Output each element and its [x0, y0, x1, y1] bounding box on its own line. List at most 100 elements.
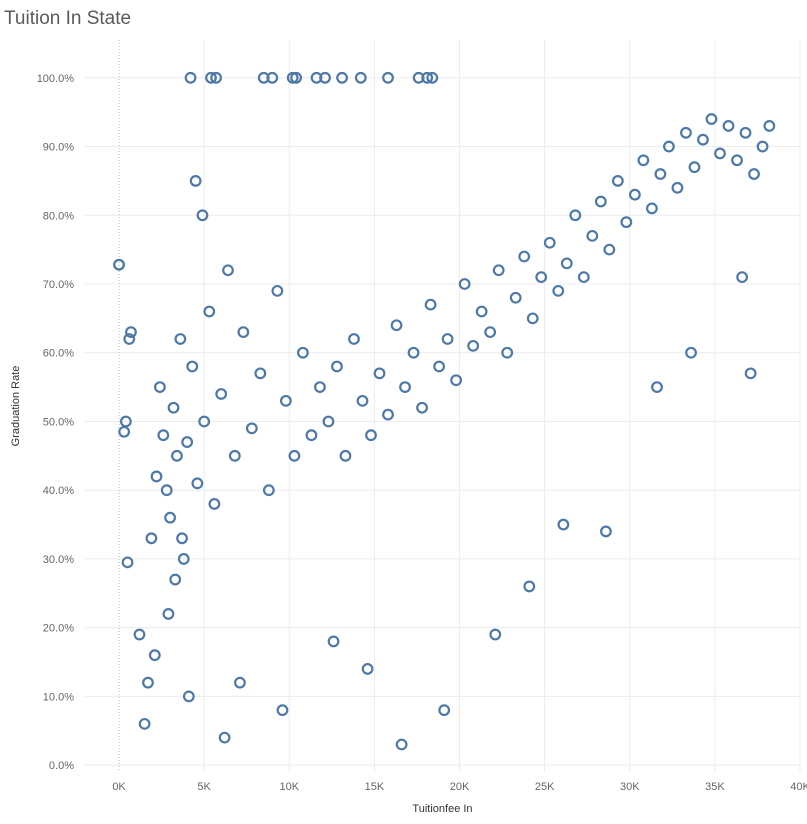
data-point	[748, 168, 760, 180]
y-tick-label: 20.0%	[43, 623, 74, 635]
data-point	[198, 415, 211, 428]
data-point	[331, 360, 343, 373]
data-point	[714, 147, 726, 160]
data-point	[450, 374, 463, 387]
x-tick-label: 40K	[790, 781, 807, 793]
data-point	[266, 71, 279, 84]
data-point	[203, 305, 216, 318]
data-point	[218, 731, 231, 744]
data-point	[186, 360, 199, 373]
data-point	[651, 381, 663, 393]
data-point	[154, 381, 166, 393]
data-point	[322, 415, 335, 428]
x-tick-label: 30K	[620, 781, 640, 793]
data-point	[600, 525, 612, 538]
data-point	[492, 264, 505, 277]
y-tick-label: 90.0%	[43, 142, 74, 154]
data-points	[113, 71, 776, 751]
data-point	[177, 553, 190, 565]
y-axis-ticks: 0.0% 10.0% 20.0% 30.0% 40.0% 50.0% 60.0% 70.0% 8…	[37, 73, 75, 772]
data-point	[191, 477, 204, 490]
data-point	[685, 346, 697, 359]
data-point	[113, 258, 125, 271]
data-point	[228, 449, 241, 462]
data-point	[518, 250, 531, 263]
data-point	[739, 126, 752, 139]
data-point	[475, 305, 488, 318]
data-point	[526, 312, 539, 325]
data-point	[245, 422, 258, 435]
data-point	[426, 71, 439, 84]
data-point	[543, 236, 556, 249]
data-point	[441, 333, 454, 345]
y-tick-label: 50.0%	[43, 416, 74, 428]
data-point	[119, 415, 132, 428]
data-point	[736, 271, 749, 284]
x-tick-label: 35K	[705, 781, 725, 793]
y-tick-label: 80.0%	[43, 210, 74, 222]
data-point	[169, 573, 182, 586]
data-point	[118, 425, 131, 438]
data-point	[523, 580, 536, 593]
data-point	[234, 676, 246, 689]
x-tick-label: 25K	[535, 781, 555, 793]
data-point	[577, 271, 590, 284]
data-point	[756, 140, 769, 153]
data-point	[421, 71, 434, 84]
data-point	[424, 298, 437, 311]
x-axis-label: Tuitionfee In	[412, 803, 472, 815]
data-point	[373, 367, 386, 380]
data-point	[121, 556, 134, 569]
data-point	[205, 71, 217, 84]
data-point	[688, 161, 701, 174]
x-tick-label: 20K	[450, 781, 470, 793]
data-point	[489, 628, 502, 641]
data-point	[327, 635, 340, 648]
data-point	[697, 133, 709, 146]
data-point	[416, 401, 428, 414]
x-tick-label: 15K	[365, 781, 385, 793]
data-point	[182, 690, 195, 703]
data-point	[671, 181, 684, 194]
y-tick-label: 40.0%	[43, 485, 74, 497]
data-point	[162, 608, 175, 620]
data-point	[271, 284, 284, 297]
data-point	[744, 367, 757, 380]
data-point	[395, 738, 408, 751]
data-point	[586, 229, 599, 242]
data-point	[731, 154, 743, 167]
data-point	[763, 120, 776, 132]
x-tick-label: 5K	[197, 781, 211, 793]
data-point	[705, 113, 718, 125]
data-point	[722, 120, 735, 132]
data-point	[290, 71, 302, 84]
data-point	[654, 168, 667, 180]
data-point	[125, 326, 137, 339]
data-point	[138, 717, 151, 730]
x-tick-label: 10K	[279, 781, 299, 793]
data-point	[663, 140, 675, 153]
data-point	[594, 195, 607, 208]
y-tick-label: 10.0%	[43, 691, 74, 703]
data-point	[399, 381, 411, 393]
data-point	[181, 436, 194, 448]
data-point	[365, 429, 377, 442]
data-point	[336, 71, 348, 84]
data-point	[157, 429, 170, 442]
data-point	[215, 388, 228, 400]
data-point	[361, 663, 374, 675]
y-tick-label: 30.0%	[43, 554, 74, 566]
data-point	[611, 175, 624, 187]
data-point	[262, 484, 275, 497]
data-point	[145, 532, 158, 545]
data-point	[382, 408, 394, 421]
data-point	[603, 243, 616, 256]
data-point	[557, 518, 570, 531]
data-point	[174, 333, 187, 345]
data-point	[279, 394, 292, 407]
data-point	[133, 628, 146, 641]
grid-lines	[85, 40, 801, 772]
data-point	[645, 202, 658, 215]
data-point	[319, 71, 331, 84]
data-point	[167, 401, 180, 414]
